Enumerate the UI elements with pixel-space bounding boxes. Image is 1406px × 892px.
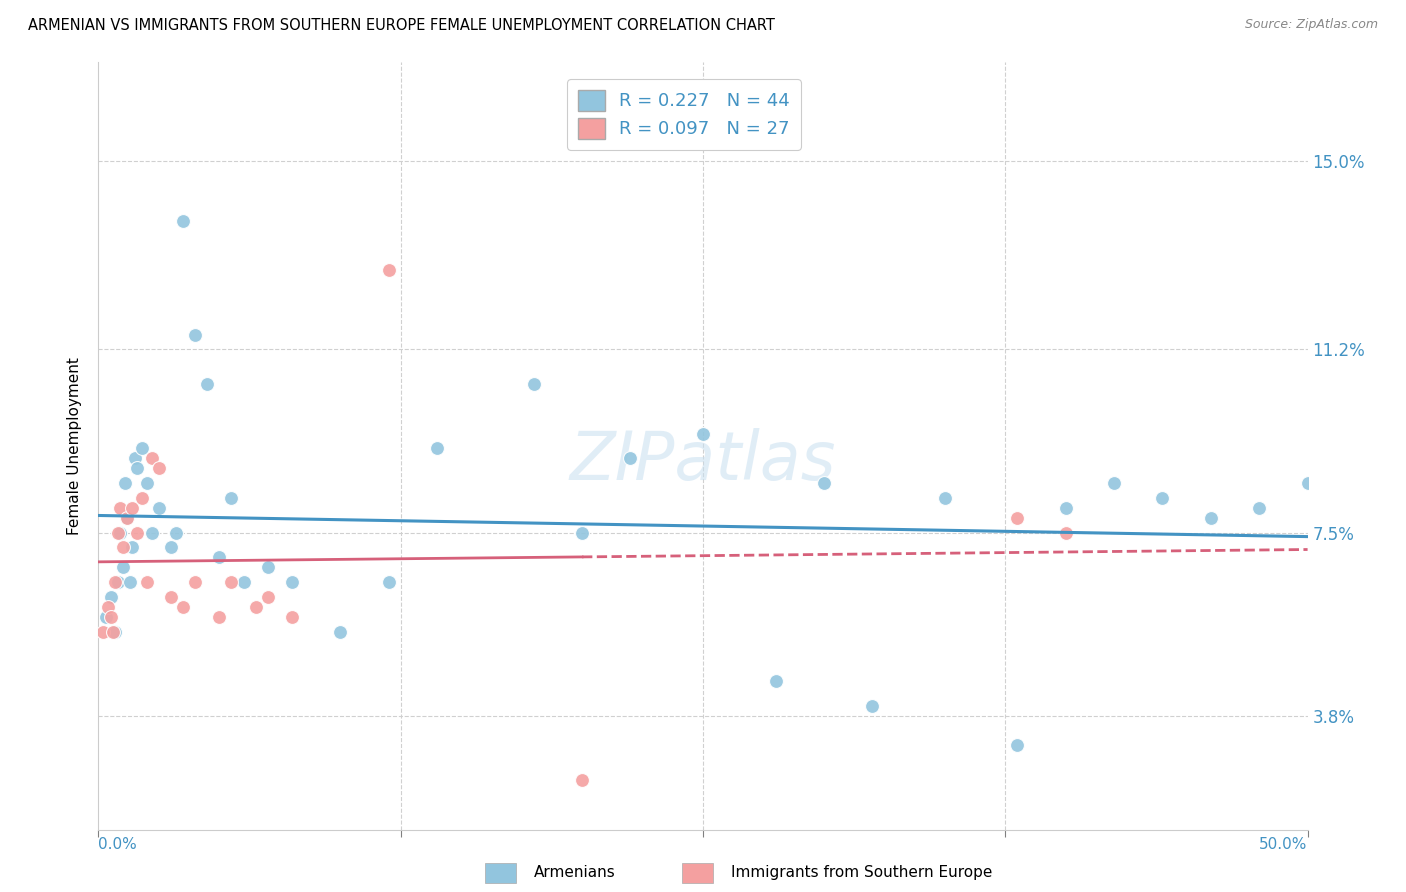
- Point: [221, 491, 243, 505]
- Point: [1102, 476, 1125, 491]
- Point: [148, 461, 170, 475]
- Text: 0.0%: 0.0%: [98, 837, 138, 852]
- Point: [121, 500, 143, 515]
- Point: [117, 510, 139, 524]
- Text: Immigrants from Southern Europe: Immigrants from Southern Europe: [731, 865, 993, 880]
- Point: [523, 377, 546, 392]
- Point: [256, 560, 278, 574]
- Text: 50.0%: 50.0%: [1260, 837, 1308, 852]
- Point: [281, 609, 304, 624]
- Point: [1296, 476, 1319, 491]
- Point: [221, 575, 243, 590]
- Point: [245, 599, 267, 614]
- Point: [165, 525, 187, 540]
- Point: [208, 609, 231, 624]
- Point: [256, 590, 278, 604]
- Point: [141, 451, 163, 466]
- Point: [329, 624, 352, 639]
- Point: [135, 476, 157, 491]
- Point: [1007, 510, 1029, 524]
- Point: [97, 599, 120, 614]
- Point: [108, 500, 131, 515]
- Point: [184, 575, 207, 590]
- Point: [111, 541, 134, 555]
- Point: [131, 491, 153, 505]
- Point: [114, 476, 136, 491]
- Point: [91, 624, 114, 639]
- Point: [281, 575, 304, 590]
- Text: ARMENIAN VS IMMIGRANTS FROM SOUTHERN EUROPE FEMALE UNEMPLOYMENT CORRELATION CHAR: ARMENIAN VS IMMIGRANTS FROM SOUTHERN EUR…: [28, 18, 775, 33]
- Point: [1054, 500, 1077, 515]
- Point: [111, 560, 134, 574]
- Point: [1199, 510, 1222, 524]
- Point: [131, 442, 153, 456]
- Point: [571, 525, 593, 540]
- Point: [108, 525, 131, 540]
- Point: [100, 590, 122, 604]
- Point: [160, 590, 183, 604]
- Point: [1054, 525, 1077, 540]
- Point: [208, 550, 231, 565]
- Point: [117, 510, 139, 524]
- Point: [934, 491, 956, 505]
- Point: [813, 476, 835, 491]
- Point: [765, 674, 787, 689]
- Point: [571, 773, 593, 788]
- Text: Armenians: Armenians: [534, 865, 616, 880]
- Point: [104, 624, 127, 639]
- Point: [107, 525, 129, 540]
- Point: [118, 575, 141, 590]
- Point: [692, 426, 714, 441]
- Point: [104, 575, 127, 590]
- Point: [100, 609, 122, 624]
- Point: [121, 541, 143, 555]
- Point: [377, 263, 399, 277]
- Point: [172, 599, 194, 614]
- Point: [377, 575, 399, 590]
- Point: [141, 525, 163, 540]
- Point: [232, 575, 254, 590]
- Point: [107, 575, 129, 590]
- Point: [124, 451, 146, 466]
- Point: [94, 609, 117, 624]
- Point: [195, 377, 218, 392]
- Point: [1152, 491, 1174, 505]
- Point: [101, 624, 124, 639]
- Point: [860, 698, 883, 713]
- Point: [160, 541, 183, 555]
- Legend: R = 0.227   N = 44, R = 0.097   N = 27: R = 0.227 N = 44, R = 0.097 N = 27: [567, 79, 801, 150]
- Y-axis label: Female Unemployment: Female Unemployment: [67, 357, 83, 535]
- Point: [127, 461, 149, 475]
- Point: [135, 575, 157, 590]
- Point: [426, 442, 449, 456]
- Text: Source: ZipAtlas.com: Source: ZipAtlas.com: [1244, 18, 1378, 31]
- Point: [148, 500, 170, 515]
- Point: [619, 451, 641, 466]
- Point: [1007, 739, 1029, 753]
- Text: ZIPatlas: ZIPatlas: [569, 428, 837, 494]
- Point: [184, 327, 207, 342]
- Point: [127, 525, 149, 540]
- Point: [172, 214, 194, 228]
- Point: [1249, 500, 1271, 515]
